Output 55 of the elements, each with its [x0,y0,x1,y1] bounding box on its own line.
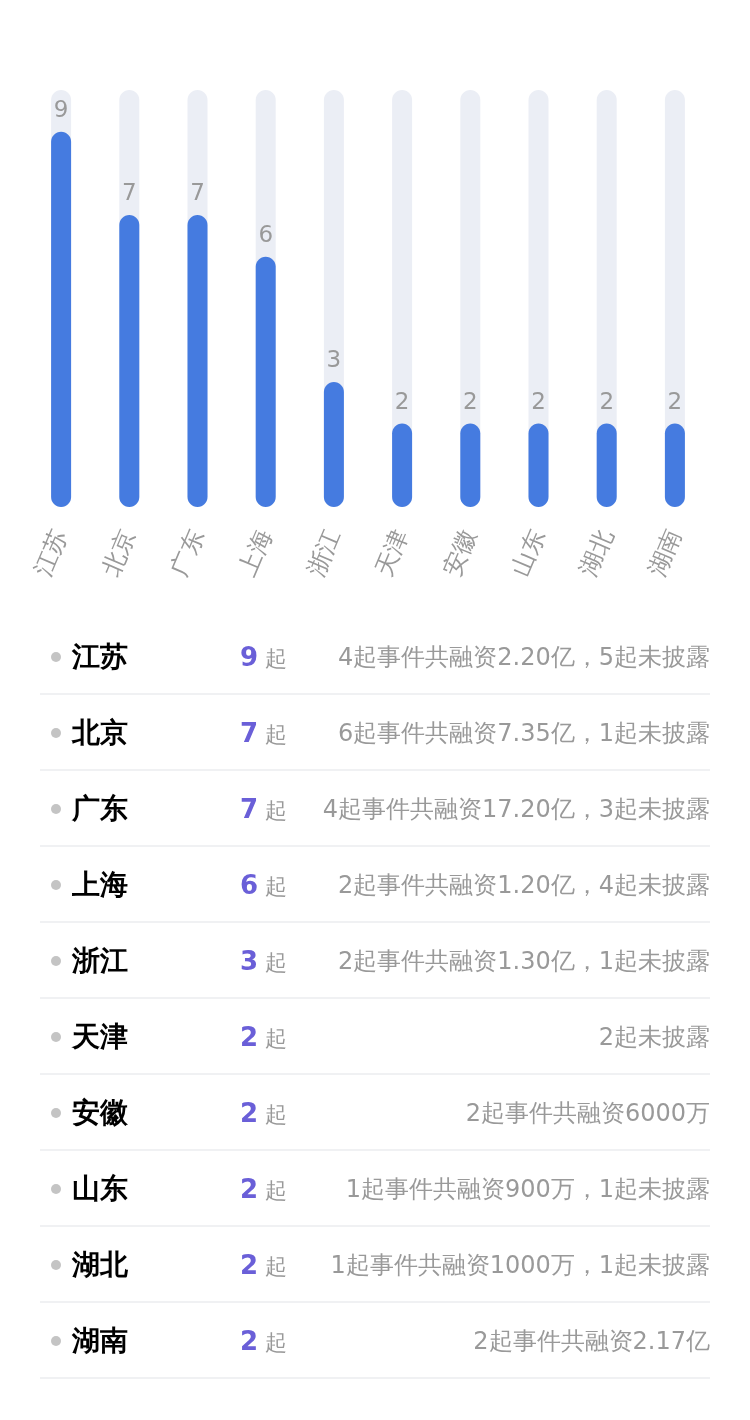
text: 4起事件共融资2.20亿，5起未披露 [338,642,710,673]
data-label: 2 [531,387,546,414]
data-label: 7 [190,179,205,206]
bar [528,423,549,507]
text: 2起事件共融资2.17亿 [473,1326,710,1357]
data-label: 9 [53,95,69,122]
x-tick-label: 上海 [233,525,278,581]
text: 3 起 [239,946,287,976]
text: 6起事件共融资7.35亿，1起未披露 [338,718,710,749]
x-tick-label: 湖北 [574,525,619,581]
category-label: 山东 [72,1171,128,1207]
category-label: 湖南 [72,1323,128,1359]
data-label: 6 [258,220,274,247]
category-label: 湖北 [72,1247,128,1283]
text: 2起事件共融资1.30亿，1起未披露 [338,946,710,977]
x-tick-label: 湖南 [642,525,687,581]
text: 4起事件共融资17.20亿，3起未披露 [322,794,710,825]
x-tick-label: 浙江 [301,525,346,581]
data-label: 2 [394,387,410,414]
text: 6 起 [239,870,287,900]
text: 2 起 [239,1326,287,1356]
text: 2起未披露 [598,1022,710,1053]
text: 2起事件共融资6000万 [465,1098,710,1129]
bar [392,423,413,507]
data-label: 7 [121,179,137,206]
text: 1起事件共融资1000万，1起未披露 [330,1250,710,1281]
x-tick-label: 江苏 [28,525,74,581]
data-label: 2 [599,387,615,414]
data-label: 2 [667,387,683,414]
text: 9 起 [239,642,287,672]
x-tick-label: 北京 [96,525,142,581]
category-label: 广东 [72,791,128,827]
x-tick-label: 山东 [505,525,551,581]
text: 2 起 [239,1250,287,1280]
category-label: 安徽 [72,1095,128,1131]
text: 2 起 [239,1098,287,1128]
bar [460,423,481,507]
text: 1起事件共融资900万，1起未披露 [345,1174,710,1205]
x-tick-label: 安徽 [437,525,483,581]
category-label: 北京 [72,715,128,751]
text: 7 起 [239,794,287,824]
bar [596,423,617,507]
category-label: 江苏 [72,639,128,675]
text: 2 起 [239,1174,287,1204]
category-label: 浙江 [72,943,128,979]
text: 2 起 [239,1022,287,1052]
x-tick-label: 天津 [369,525,415,581]
x-tick-label: 广东 [164,525,210,581]
text: 2起事件共融资1.20亿，4起未披露 [338,870,710,901]
category-label: 上海 [72,867,128,903]
text: 7 起 [239,718,287,748]
bar [664,423,685,507]
data-label: 2 [462,387,478,414]
category-label: 天津 [72,1019,128,1055]
data-label: 3 [326,345,342,372]
